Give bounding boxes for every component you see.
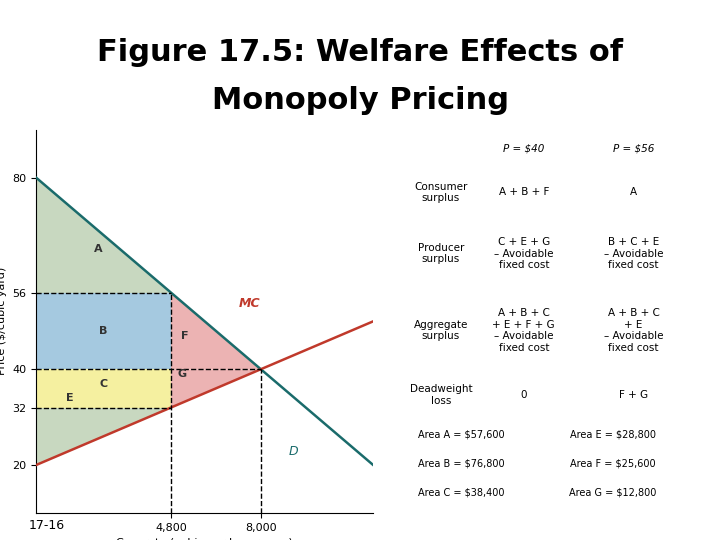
Text: P = $56: P = $56 xyxy=(613,144,654,154)
Text: A: A xyxy=(630,187,637,198)
Text: C + E + G
– Avoidable
fixed cost: C + E + G – Avoidable fixed cost xyxy=(494,237,554,270)
Text: Monopoly Pricing: Monopoly Pricing xyxy=(212,86,508,116)
Text: Figure 17.5: Welfare Effects of: Figure 17.5: Welfare Effects of xyxy=(97,38,623,67)
Text: G: G xyxy=(178,369,186,379)
Polygon shape xyxy=(36,369,171,408)
X-axis label: Concrete (cubic yards per year): Concrete (cubic yards per year) xyxy=(116,538,293,540)
Polygon shape xyxy=(36,408,171,465)
Text: Deadweight
loss: Deadweight loss xyxy=(410,384,472,406)
Text: F + G: F + G xyxy=(619,390,648,400)
Text: A + B + C
+ E + F + G
– Avoidable
fixed cost: A + B + C + E + F + G – Avoidable fixed … xyxy=(492,308,555,353)
Text: F: F xyxy=(181,330,189,341)
Text: Aggregate
surplus: Aggregate surplus xyxy=(414,320,468,341)
Polygon shape xyxy=(171,293,261,369)
Text: 0: 0 xyxy=(521,390,527,400)
Text: P = $40: P = $40 xyxy=(503,144,544,154)
Text: Area A = $57,600: Area A = $57,600 xyxy=(418,429,505,439)
Text: Consumer
surplus: Consumer surplus xyxy=(414,181,468,203)
Text: Area G = $12,800: Area G = $12,800 xyxy=(570,488,657,498)
Polygon shape xyxy=(171,369,261,408)
Text: B + C + E
– Avoidable
fixed cost: B + C + E – Avoidable fixed cost xyxy=(604,237,663,270)
Text: E: E xyxy=(66,393,73,403)
Text: 17-16: 17-16 xyxy=(29,519,65,532)
Text: A + B + C
+ E
– Avoidable
fixed cost: A + B + C + E – Avoidable fixed cost xyxy=(604,308,663,353)
Text: C: C xyxy=(99,379,107,389)
Text: A: A xyxy=(94,245,102,254)
Text: MC: MC xyxy=(238,297,260,310)
Polygon shape xyxy=(36,293,171,369)
Text: Area B = $76,800: Area B = $76,800 xyxy=(418,458,505,469)
Text: B: B xyxy=(99,326,107,336)
Text: Area E = $28,800: Area E = $28,800 xyxy=(570,429,656,439)
Text: A + B + F: A + B + F xyxy=(499,187,549,198)
Text: D: D xyxy=(289,446,299,458)
Text: Area C = $38,400: Area C = $38,400 xyxy=(418,488,505,498)
Text: Producer
surplus: Producer surplus xyxy=(418,243,464,265)
Text: Area F = $25,600: Area F = $25,600 xyxy=(570,458,656,469)
Polygon shape xyxy=(36,178,171,293)
Y-axis label: Price ($/cubic yard): Price ($/cubic yard) xyxy=(0,267,6,375)
